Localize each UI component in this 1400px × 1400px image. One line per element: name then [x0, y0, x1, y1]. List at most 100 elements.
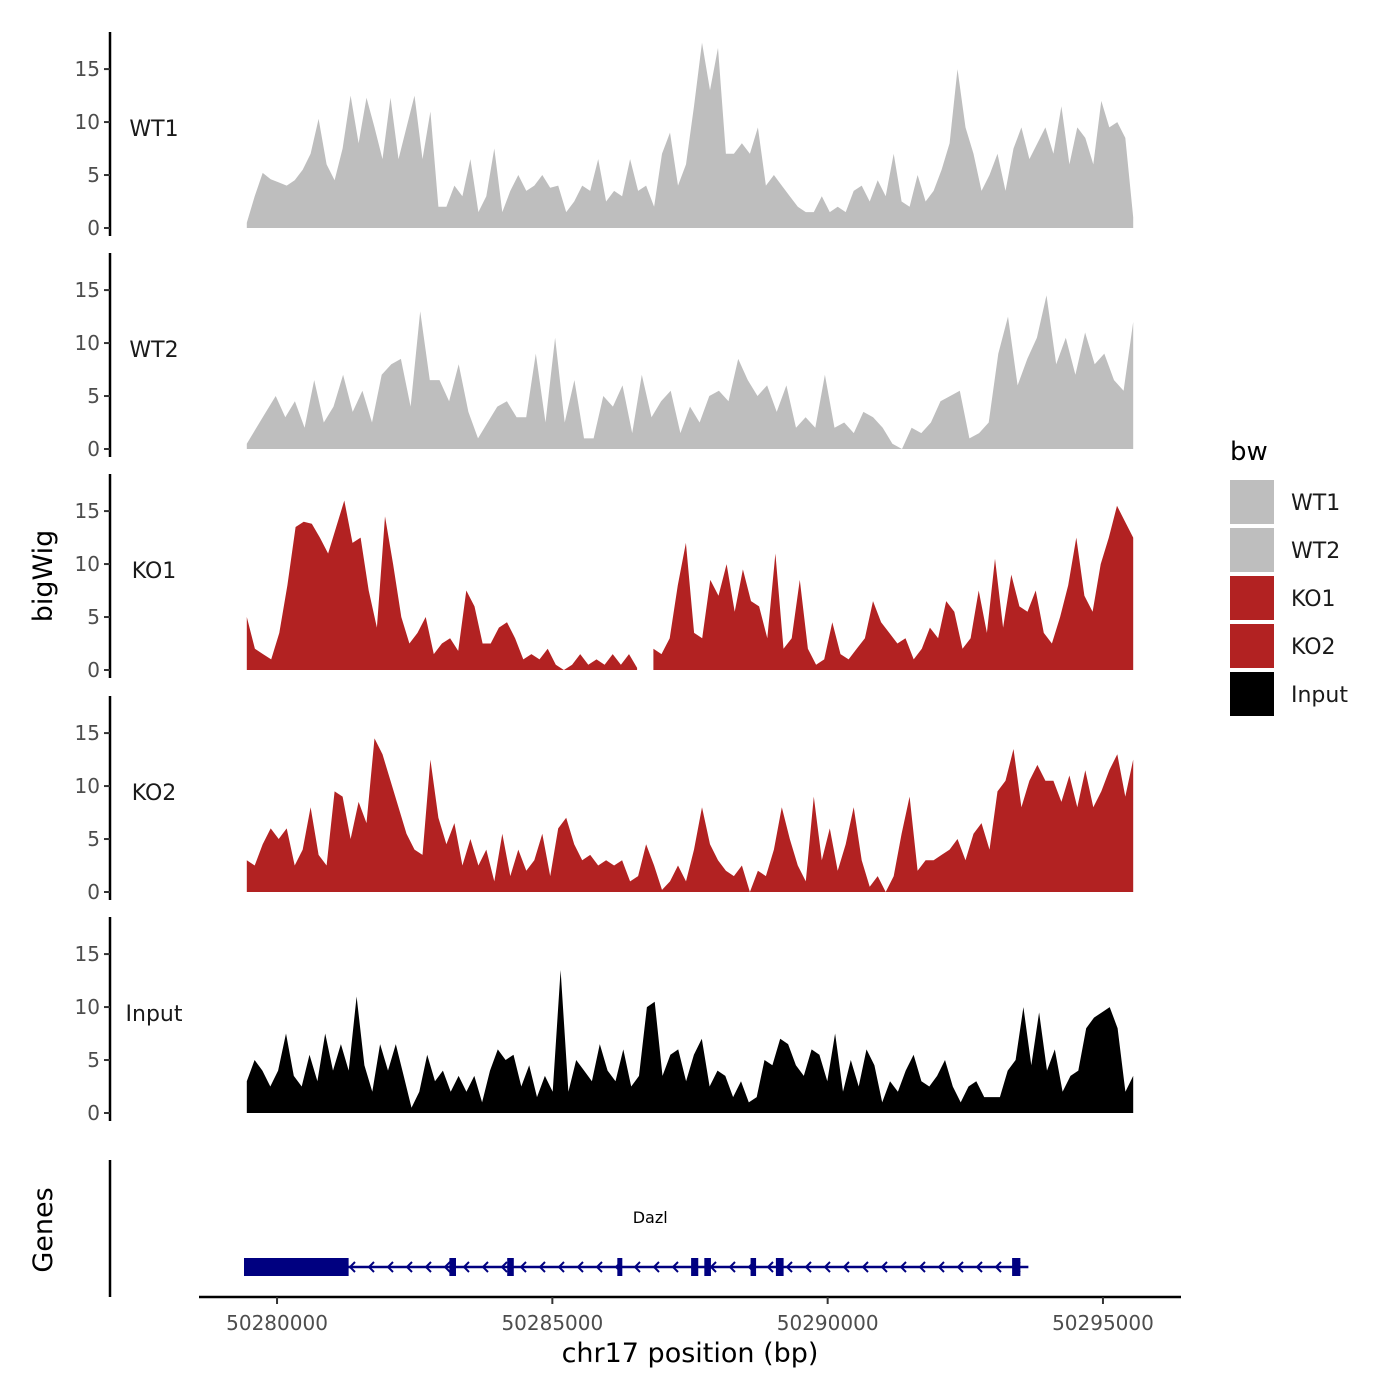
y-tick-label: 5	[87, 163, 100, 187]
exon-6	[704, 1258, 711, 1276]
coverage-area-input	[246, 970, 1134, 1113]
gene-dazl: Dazl	[244, 1208, 1029, 1276]
strand-arrow	[462, 1261, 470, 1273]
exon-7	[750, 1258, 757, 1276]
legend-label-ko2: KO2	[1291, 635, 1336, 660]
y-tick-label: 10	[75, 110, 100, 134]
y-tick-label: 5	[87, 1048, 100, 1072]
strand-arrow	[424, 1261, 432, 1273]
y-tick-label: 0	[87, 880, 100, 904]
coverage-area-ko2	[246, 738, 1134, 892]
genes-track-title: Genes	[28, 1187, 59, 1272]
y-tick-label: 15	[75, 721, 100, 745]
coverage-area-ko1	[246, 500, 638, 670]
y-axis-title: bigWig	[28, 530, 59, 623]
strand-arrow	[937, 1261, 945, 1273]
strand-arrow	[348, 1261, 356, 1273]
strand-arrow	[975, 1261, 983, 1273]
exon-1	[244, 1258, 349, 1276]
x-tick-label: 50285000	[501, 1311, 603, 1335]
y-tick-label: 5	[87, 605, 100, 629]
legend-key-ko2	[1230, 624, 1274, 668]
x-axis-title: chr17 position (bp)	[562, 1338, 819, 1369]
strand-arrow	[386, 1261, 394, 1273]
strand-arrow	[728, 1261, 736, 1273]
strand-arrow	[785, 1261, 793, 1273]
track-input: 0 5 10 15 Input	[75, 917, 1134, 1125]
strand-arrow	[899, 1261, 907, 1273]
y-tick-label: 15	[75, 57, 100, 81]
strand-arrow	[443, 1261, 451, 1273]
track-label-ko1: KO1	[132, 559, 177, 584]
strand-arrow	[557, 1261, 565, 1273]
strand-arrow	[576, 1261, 584, 1273]
legend: bw WT1 WT2 KO1 KO2 Input	[1230, 437, 1348, 716]
exon-3	[507, 1258, 514, 1276]
strand-arrow	[538, 1261, 546, 1273]
strand-arrow	[500, 1261, 508, 1273]
strand-arrow	[367, 1261, 375, 1273]
x-tick-label: 50280000	[226, 1311, 328, 1335]
strand-arrow	[633, 1261, 641, 1273]
y-tick-label: 5	[87, 384, 100, 408]
track-wt1: 0 5 10 15 WT1	[75, 32, 1134, 240]
strand-arrow	[994, 1261, 1002, 1273]
strand-arrow	[709, 1261, 717, 1273]
track-wt2: 0 5 10 15 WT2	[75, 253, 1134, 461]
strand-arrow	[405, 1261, 413, 1273]
coverage-area-wt1	[246, 42, 1134, 228]
coverage-area-wt2	[246, 295, 1134, 449]
y-tick-label: 0	[87, 658, 100, 682]
y-tick-label: 5	[87, 827, 100, 851]
y-tick-label: 0	[87, 437, 100, 461]
legend-label-ko1: KO1	[1291, 587, 1336, 612]
y-tick-label: 15	[75, 942, 100, 966]
strand-arrow	[861, 1261, 869, 1273]
exon-9	[1012, 1258, 1021, 1276]
y-tick-label: 10	[75, 331, 100, 355]
legend-label-input: Input	[1291, 683, 1348, 708]
y-tick-label: 15	[75, 278, 100, 302]
track-label-wt1: WT1	[129, 117, 178, 142]
y-tick-label: 10	[75, 995, 100, 1019]
coverage-area-ko1	[653, 505, 1134, 670]
exon-8	[775, 1258, 784, 1276]
strand-arrow	[519, 1261, 527, 1273]
x-tick-label: 50290000	[777, 1311, 879, 1335]
strand-arrow	[842, 1261, 850, 1273]
strand-arrow	[956, 1261, 964, 1273]
legend-label-wt1: WT1	[1291, 491, 1340, 516]
legend-key-wt2	[1230, 528, 1274, 572]
gene-label: Dazl	[633, 1208, 668, 1227]
y-tick-label: 15	[75, 499, 100, 523]
y-tick-label: 0	[87, 1101, 100, 1125]
strand-arrow	[766, 1261, 774, 1273]
track-label-ko2: KO2	[132, 781, 177, 806]
track-ko1: 0 5 10 15 KO1	[75, 474, 1134, 682]
y-tick-label: 10	[75, 552, 100, 576]
legend-key-ko1	[1230, 576, 1274, 620]
track-label-input: Input	[126, 1002, 183, 1027]
strand-arrow	[880, 1261, 888, 1273]
legend-key-input	[1230, 672, 1274, 716]
strand-arrow	[595, 1261, 603, 1273]
strand-arrow	[918, 1261, 926, 1273]
exon-2	[449, 1258, 456, 1276]
y-tick-label: 10	[75, 774, 100, 798]
strand-arrow	[481, 1261, 489, 1273]
strand-arrow	[652, 1261, 660, 1273]
exon-5	[691, 1258, 699, 1276]
legend-label-wt2: WT2	[1291, 539, 1340, 564]
strand-arrow	[823, 1261, 831, 1273]
x-tick-label: 50295000	[1052, 1311, 1154, 1335]
legend-key-wt1	[1230, 480, 1274, 524]
strand-arrow	[804, 1261, 812, 1273]
strand-arrow	[671, 1261, 679, 1273]
track-label-wt2: WT2	[129, 338, 178, 363]
track-ko2: 0 5 10 15 KO2	[75, 696, 1134, 904]
y-tick-label: 0	[87, 216, 100, 240]
exon-4	[617, 1258, 623, 1276]
legend-title: bw	[1230, 437, 1268, 467]
